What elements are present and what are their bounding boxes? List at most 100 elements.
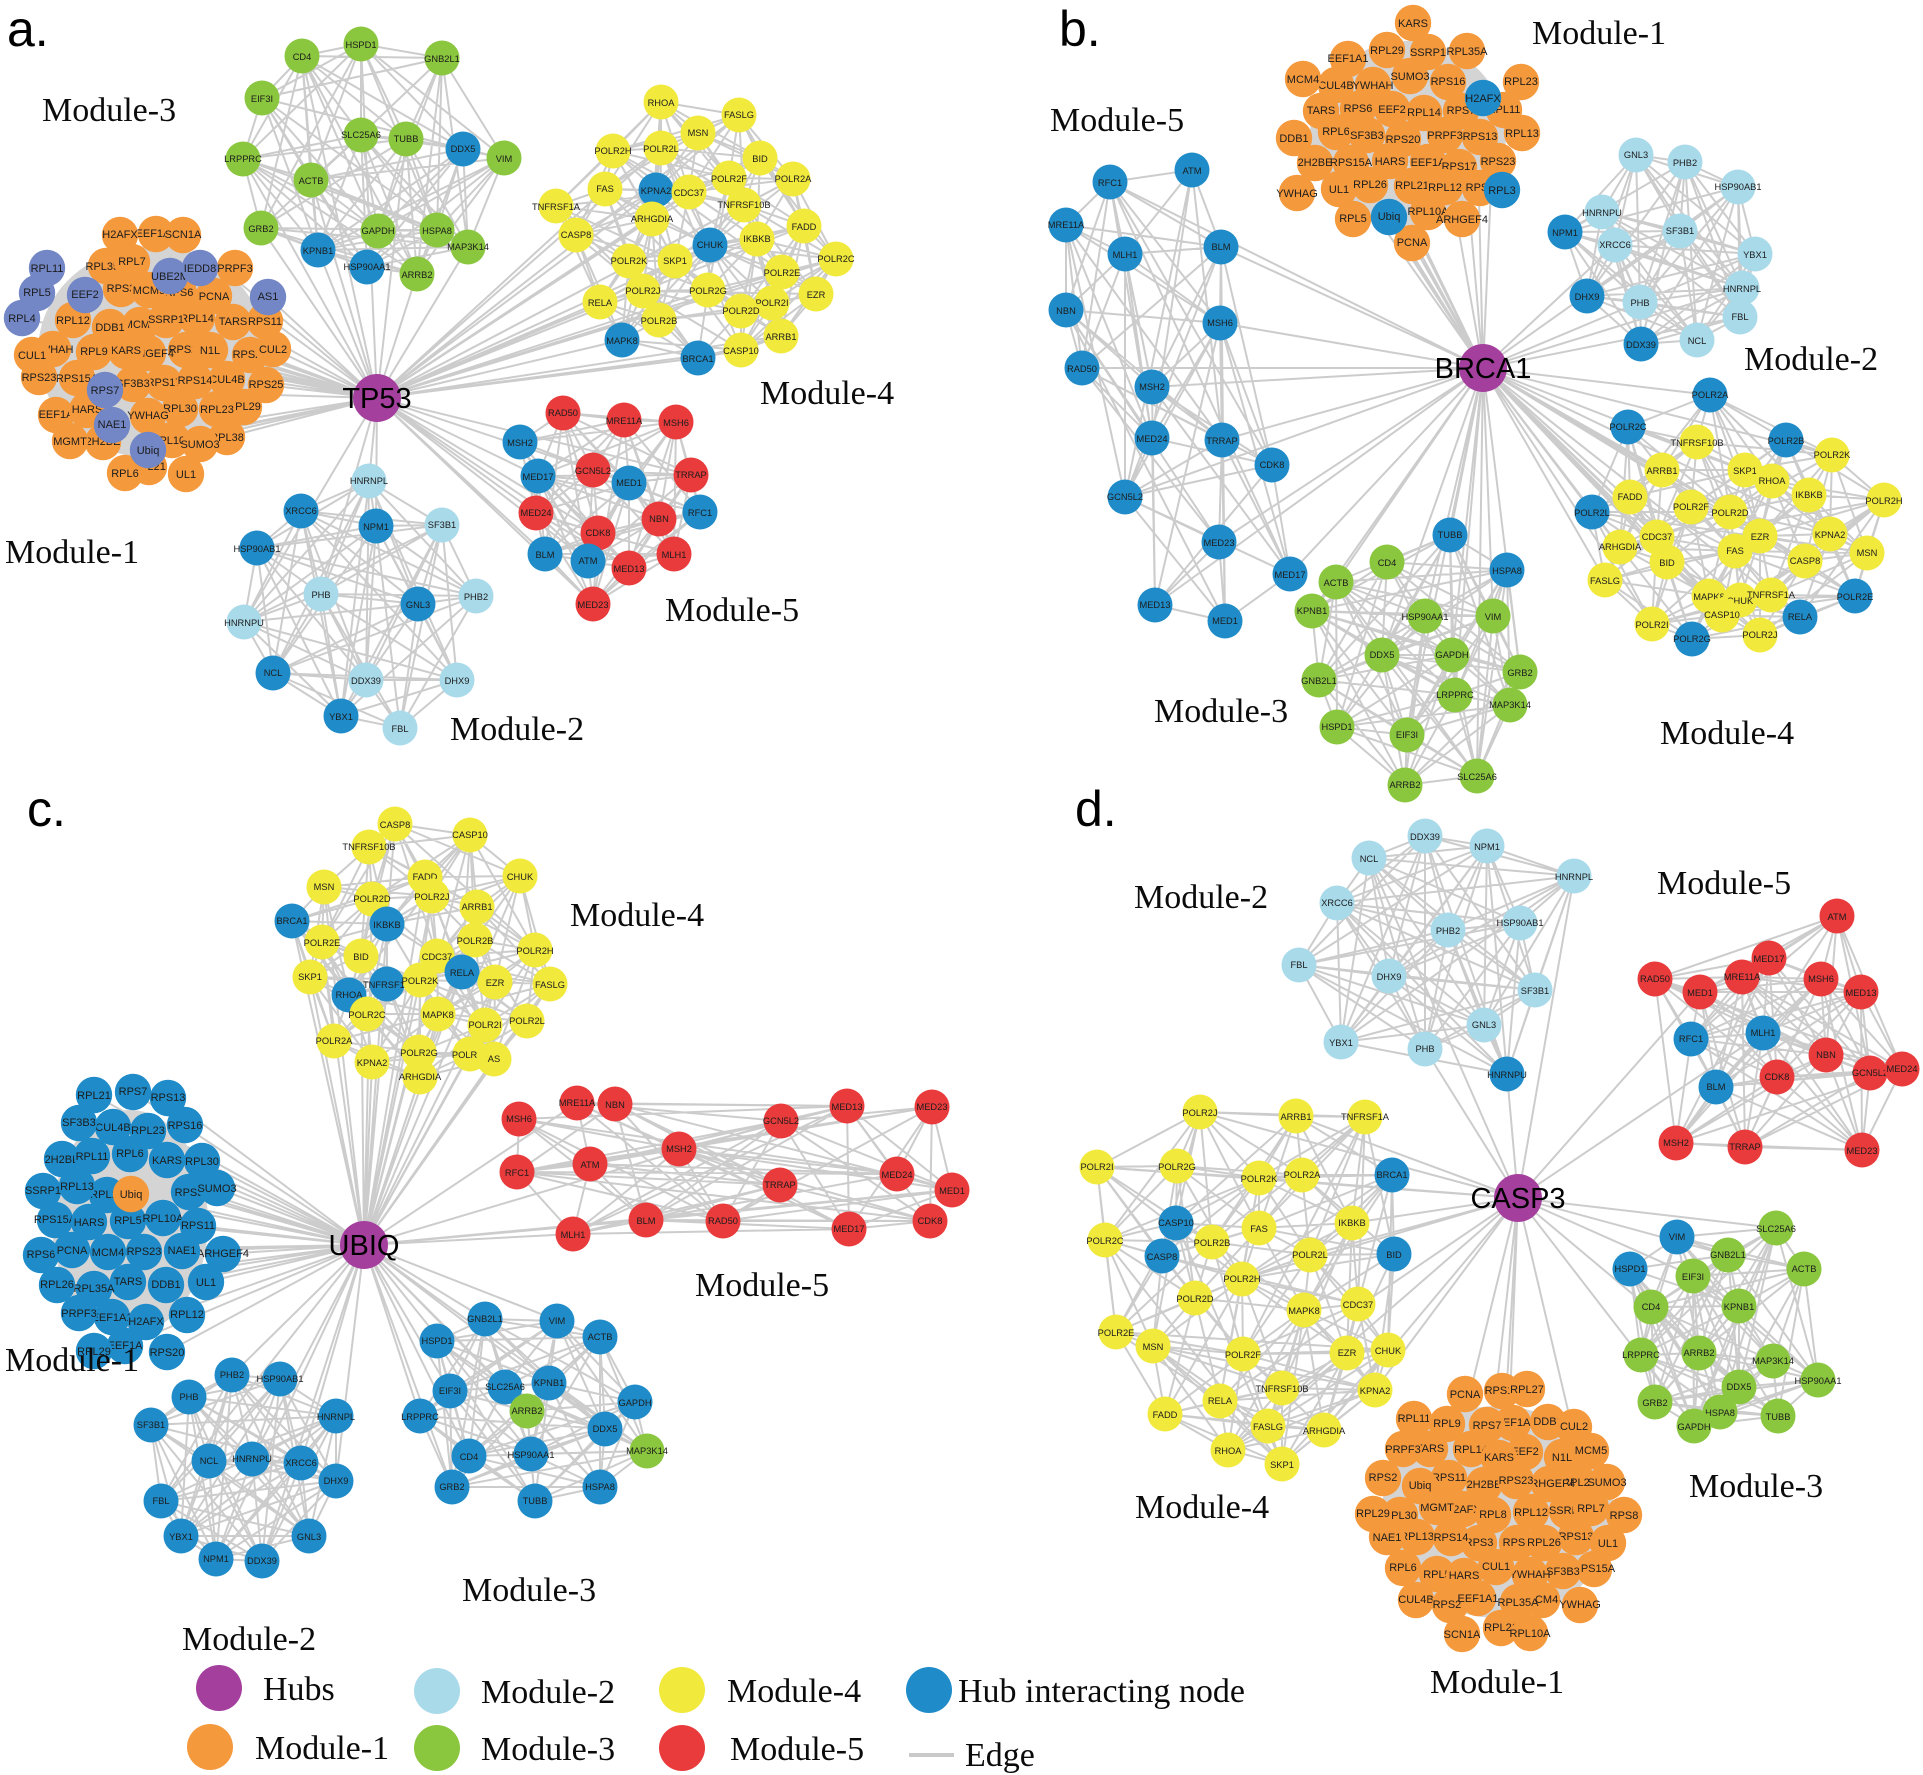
svg-text:RPS20: RPS20	[150, 1347, 185, 1359]
svg-text:GNL3: GNL3	[406, 600, 430, 610]
svg-text:PHB2: PHB2	[1673, 158, 1697, 168]
svg-text:GNL3: GNL3	[297, 1532, 321, 1542]
svg-text:POLR2A: POLR2A	[316, 1036, 353, 1046]
svg-text:ARRB2: ARRB2	[401, 270, 432, 280]
svg-text:CDK8: CDK8	[1765, 1072, 1790, 1082]
svg-text:RPS23: RPS23	[1481, 156, 1516, 168]
svg-text:RFC1: RFC1	[688, 508, 712, 518]
svg-text:POLR2E: POLR2E	[304, 938, 341, 948]
svg-text:SCN1A: SCN1A	[165, 229, 202, 241]
svg-text:RPL29: RPL29	[1356, 1508, 1390, 1520]
svg-text:RPL12: RPL12	[170, 1309, 204, 1321]
svg-text:YWHAH: YWHAH	[1353, 80, 1394, 92]
svg-text:RPS11: RPS11	[181, 1220, 215, 1232]
svg-text:HSPA8: HSPA8	[1705, 1408, 1735, 1418]
svg-text:YBX1: YBX1	[1329, 1038, 1353, 1048]
svg-text:RPS23: RPS23	[127, 1246, 162, 1258]
svg-text:H2AFX: H2AFX	[1465, 93, 1501, 105]
svg-text:MED17: MED17	[1753, 954, 1784, 964]
svg-text:DHX9: DHX9	[1377, 972, 1402, 982]
svg-text:MED13: MED13	[1139, 600, 1170, 610]
svg-text:ARRB1: ARRB1	[765, 332, 796, 342]
svg-text:RPS15A: RPS15A	[1330, 157, 1373, 169]
svg-text:NCL: NCL	[1688, 336, 1707, 346]
svg-text:SKP1: SKP1	[1733, 466, 1757, 476]
svg-text:Module-3: Module-3	[42, 92, 176, 129]
svg-text:SCN1A: SCN1A	[1444, 1629, 1481, 1641]
svg-text:ARRB1: ARRB1	[1280, 1112, 1311, 1122]
svg-text:TARS: TARS	[1416, 1443, 1445, 1455]
svg-text:RELA: RELA	[1788, 612, 1813, 622]
svg-text:Hubs: Hubs	[263, 1671, 335, 1708]
svg-text:ARRB1: ARRB1	[1646, 466, 1677, 476]
svg-text:N1L: N1L	[200, 345, 220, 357]
svg-text:POLR2C: POLR2C	[1609, 422, 1646, 432]
svg-text:POLR2D: POLR2D	[722, 306, 759, 316]
svg-text:2H2BE: 2H2BE	[1467, 1479, 1502, 1491]
svg-text:SKP1: SKP1	[1270, 1460, 1294, 1470]
svg-text:POLR2I: POLR2I	[1635, 620, 1668, 630]
svg-text:RHOA: RHOA	[648, 98, 676, 108]
svg-text:PCNA: PCNA	[1397, 237, 1428, 249]
svg-text:FASLG: FASLG	[1253, 1422, 1283, 1432]
svg-text:RPL11: RPL11	[31, 263, 64, 275]
svg-text:RPL23: RPL23	[131, 1125, 165, 1137]
svg-text:RPL5: RPL5	[114, 1215, 142, 1227]
svg-text:Module-1: Module-1	[1532, 15, 1666, 52]
svg-text:FASLG: FASLG	[1590, 576, 1620, 586]
svg-text:POLR2D: POLR2D	[1176, 1294, 1213, 1304]
svg-text:ARHGEF4: ARHGEF4	[1436, 214, 1488, 226]
svg-text:RPL8: RPL8	[1479, 1509, 1507, 1521]
svg-text:RAD50: RAD50	[548, 408, 578, 418]
svg-text:NBN: NBN	[649, 514, 669, 524]
svg-text:RPS25: RPS25	[249, 379, 284, 391]
svg-text:MSN: MSN	[314, 882, 335, 892]
svg-text:NCL: NCL	[264, 668, 283, 678]
svg-text:RPL30: RPL30	[163, 403, 197, 415]
svg-text:PHB: PHB	[1415, 1044, 1434, 1054]
svg-text:GRB2: GRB2	[1642, 1398, 1667, 1408]
svg-text:RPS3: RPS3	[107, 283, 136, 295]
svg-text:FASLG: FASLG	[724, 110, 754, 120]
svg-text:RPL6: RPL6	[111, 468, 139, 480]
svg-text:EZR: EZR	[1338, 1348, 1357, 1358]
svg-text:MED24: MED24	[520, 508, 551, 518]
svg-text:UBIQ: UBIQ	[329, 1230, 400, 1262]
svg-text:BLM: BLM	[1706, 1082, 1725, 1092]
svg-text:ARHGDIA: ARHGDIA	[1303, 1426, 1346, 1436]
svg-text:POLR2I: POLR2I	[468, 1020, 501, 1030]
svg-text:CASP8: CASP8	[561, 230, 592, 240]
svg-text:CASP10: CASP10	[1158, 1218, 1194, 1228]
svg-text:YBX1: YBX1	[1743, 250, 1767, 260]
svg-text:KPNB1: KPNB1	[534, 1378, 565, 1388]
svg-text:HNRNPU: HNRNPU	[1582, 208, 1622, 218]
svg-text:POLR2L: POLR2L	[643, 144, 679, 154]
svg-text:GNB2L1: GNB2L1	[1301, 676, 1337, 686]
svg-text:SF3B3: SF3B3	[62, 1117, 96, 1129]
svg-text:HARS: HARS	[74, 1217, 105, 1229]
svg-text:HSPD1: HSPD1	[421, 1336, 452, 1346]
svg-text:UBE2M: UBE2M	[151, 271, 189, 283]
svg-text:CDK8: CDK8	[918, 1216, 943, 1226]
svg-text:HSP90AB1: HSP90AB1	[1714, 182, 1761, 192]
svg-text:CUL2: CUL2	[1560, 1421, 1588, 1433]
svg-text:GNL3: GNL3	[1624, 150, 1648, 160]
svg-text:HARS: HARS	[1449, 1570, 1480, 1582]
svg-text:NAE1: NAE1	[1373, 1532, 1402, 1544]
svg-text:DDX5: DDX5	[593, 1424, 618, 1434]
svg-text:RPS3: RPS3	[1465, 1537, 1494, 1549]
svg-text:TRRAP: TRRAP	[1206, 436, 1238, 446]
svg-text:MED17: MED17	[833, 1224, 864, 1234]
svg-text:RPS20: RPS20	[1386, 134, 1421, 146]
svg-text:TNFRSF1A: TNFRSF1A	[363, 980, 412, 990]
svg-text:Module-5: Module-5	[730, 1731, 864, 1768]
svg-text:PRPF3: PRPF3	[217, 263, 252, 275]
svg-text:TNFRSF1A: TNFRSF1A	[1747, 590, 1796, 600]
svg-text:MAP3K14: MAP3K14	[1752, 1356, 1794, 1366]
svg-text:GRB2: GRB2	[439, 1482, 464, 1492]
svg-text:MSN: MSN	[1143, 1342, 1164, 1352]
svg-text:CASP8: CASP8	[1147, 1252, 1178, 1262]
svg-text:RPL4: RPL4	[8, 313, 36, 325]
svg-text:BRCA1: BRCA1	[276, 916, 307, 926]
svg-text:GCN5L2: GCN5L2	[1852, 1068, 1888, 1078]
